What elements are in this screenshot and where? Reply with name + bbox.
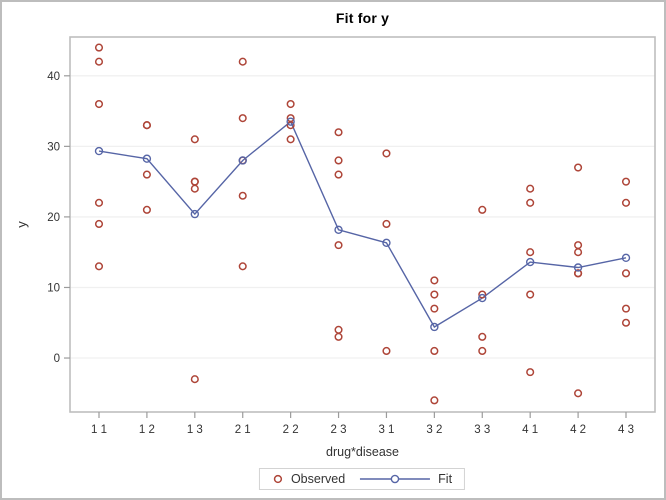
y-tick-label-30: 30 (47, 141, 60, 153)
observed-point (286, 99, 295, 109)
observed-point (334, 170, 343, 179)
x-tick-label-6: 3 1 (378, 424, 394, 436)
legend-observed-label: Observed (290, 472, 346, 486)
observed-point (526, 248, 535, 257)
observed-point (382, 149, 391, 158)
plot-wall (70, 37, 655, 412)
observed-point (478, 205, 487, 214)
fit-point (286, 117, 295, 126)
y-tick-label-10: 10 (47, 282, 60, 294)
observed-point (430, 290, 439, 299)
x-tick-label-7: 3 2 (426, 424, 442, 436)
observed-point (238, 114, 247, 123)
observed-point (574, 163, 583, 172)
observed-marker-icon (273, 474, 283, 484)
observed-point (478, 332, 487, 341)
observed-point (238, 191, 247, 200)
observed-point (334, 325, 343, 334)
x-axis-label: drug*disease (326, 445, 399, 459)
observed-point (142, 205, 151, 214)
observed-point (190, 375, 199, 384)
fit-point (478, 293, 487, 303)
fit-point (190, 209, 200, 219)
observed-point (334, 128, 343, 137)
observed-point (526, 290, 535, 299)
x-tick-label-1: 1 2 (139, 424, 155, 436)
observed-point (621, 318, 631, 327)
observed-point (621, 198, 631, 207)
observed-point (526, 368, 535, 377)
observed-point (94, 262, 104, 271)
x-tick-label-0: 1 1 (91, 424, 107, 436)
observed-point (621, 304, 631, 313)
observed-point (382, 219, 391, 229)
fit-point (238, 156, 247, 165)
legend-item-fit: Fit (359, 472, 452, 486)
observed-point (621, 177, 631, 186)
observed-point (430, 346, 439, 356)
observed-point (574, 248, 583, 257)
x-tick-label-2: 1 3 (187, 424, 203, 436)
fit-point (142, 154, 152, 163)
legend: Observed Fit (258, 468, 466, 490)
observed-point (382, 346, 391, 356)
x-tick-label-11: 4 3 (618, 424, 634, 436)
plot-frame (69, 36, 656, 413)
observed-point (238, 57, 247, 66)
observed-point (94, 99, 104, 109)
legend-fit-label: Fit (438, 472, 453, 486)
observed-point (94, 57, 104, 66)
x-tick-label-4: 2 2 (283, 424, 299, 436)
observed-point (526, 198, 535, 207)
fit-line (98, 120, 627, 328)
x-tick-label-9: 4 1 (522, 424, 538, 436)
observed-point (574, 269, 583, 278)
fit-point (621, 253, 631, 263)
observed-point (94, 198, 104, 207)
fit-point (525, 257, 535, 267)
observed-point (142, 170, 151, 179)
observed-point (190, 184, 199, 193)
y-tick-label-0: 0 (54, 353, 60, 365)
observed-point (286, 135, 295, 144)
y-tick-label-40: 40 (47, 71, 60, 83)
fit-point (573, 263, 583, 272)
fit-point (430, 322, 439, 332)
observed-point (334, 241, 343, 250)
observed-point (526, 184, 535, 193)
observed-point (94, 219, 104, 229)
observed-point (478, 290, 487, 299)
fit-line-icon (360, 474, 431, 484)
y-axis-label: y (14, 221, 29, 228)
observed-point (94, 43, 104, 52)
observed-point (621, 269, 631, 278)
observed-point (430, 304, 439, 313)
y-tick-label-20: 20 (47, 212, 60, 224)
x-tick-label-5: 2 3 (331, 424, 347, 436)
legend-item-observed: Observed (272, 472, 345, 486)
fit-point (94, 146, 104, 156)
x-tick-label-8: 3 3 (474, 424, 490, 436)
observed-point (430, 276, 439, 285)
x-tick-label-3: 2 1 (235, 424, 251, 436)
observed-point (430, 396, 439, 405)
fit-point (382, 238, 391, 248)
observed-point (334, 156, 343, 165)
observed-point (478, 346, 487, 356)
observed-point (574, 389, 583, 398)
chart-title: Fit for y (335, 10, 390, 26)
fit-point (334, 225, 343, 235)
observed-point (142, 121, 151, 130)
x-tick-label-10: 4 2 (570, 424, 586, 436)
observed-point (190, 135, 199, 144)
observed-point (238, 262, 247, 271)
observed-point (286, 121, 295, 130)
